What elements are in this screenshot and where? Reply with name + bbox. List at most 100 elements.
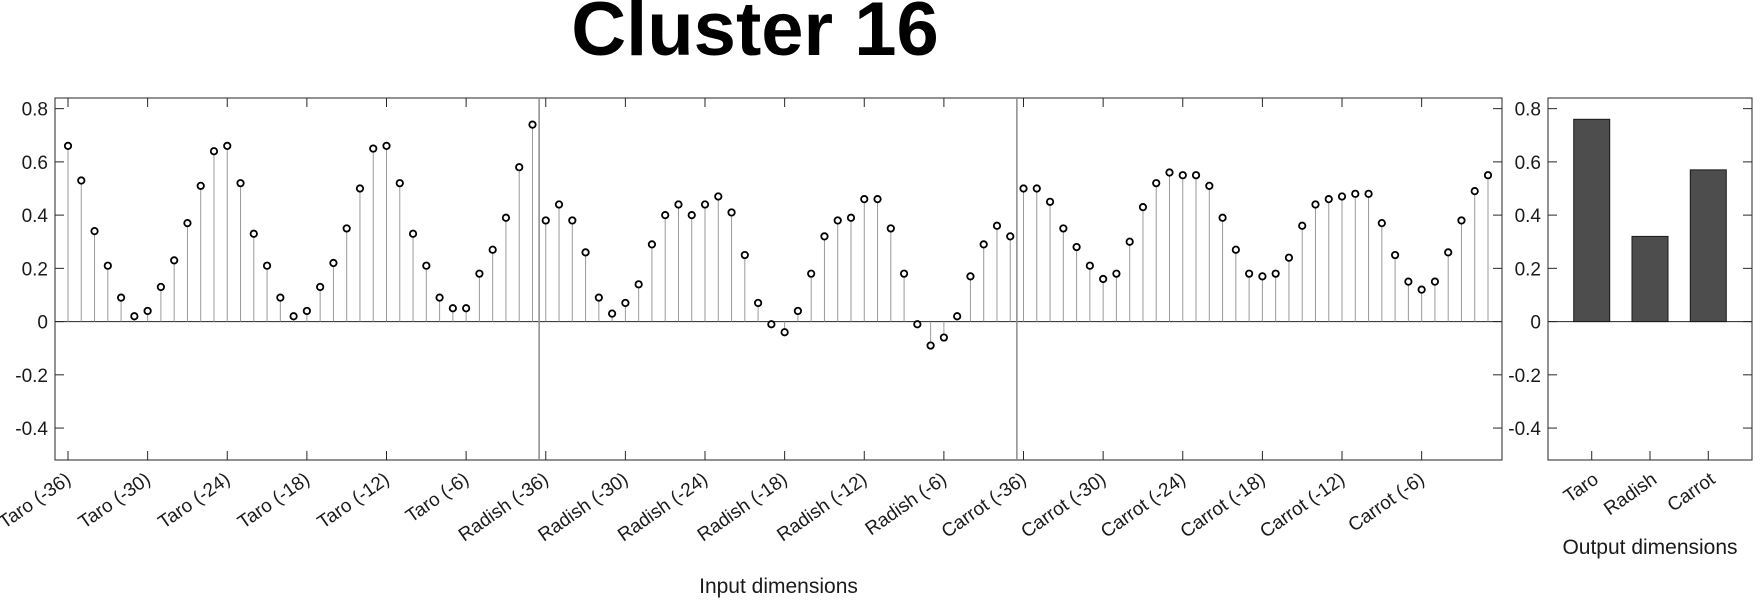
output-bar — [1689, 169, 1727, 323]
stem-ytick-label: 0 — [37, 313, 48, 334]
stem-marker — [435, 293, 444, 302]
stem-xtick-label: Taro (-6) — [402, 469, 473, 527]
stem-marker — [342, 224, 351, 233]
stem-marker — [581, 248, 590, 257]
stem-marker — [647, 240, 657, 249]
stem-ytick-label: 0.2 — [22, 259, 48, 280]
stem-marker — [1125, 237, 1134, 246]
stem-marker — [1324, 195, 1333, 204]
stem-marker — [1444, 248, 1453, 257]
stem-marker — [528, 120, 537, 129]
stem-marker — [183, 219, 192, 228]
stem-marker — [873, 195, 882, 204]
stem-marker — [1457, 216, 1466, 225]
stem-marker — [316, 282, 325, 292]
bar-ytick-label: 0 — [1530, 313, 1541, 334]
bar-ytick-label: 0.4 — [1515, 206, 1542, 227]
stem-marker — [953, 312, 962, 321]
stem-marker — [608, 309, 617, 318]
stem-marker — [594, 293, 603, 302]
stem-xtick-label: Radish (-6) — [862, 469, 951, 540]
stem-marker — [130, 312, 139, 321]
stem-ytick-label: -0.2 — [15, 366, 48, 387]
stem-ytick-label: -0.4 — [15, 419, 48, 440]
stem-marker — [103, 261, 112, 270]
stem-marker — [568, 216, 577, 225]
stem-marker — [1245, 269, 1254, 278]
stem-marker — [1152, 179, 1161, 188]
stem-marker — [740, 250, 749, 260]
stem-marker — [913, 320, 922, 329]
stem-marker — [780, 328, 789, 337]
stem-marker — [170, 256, 179, 265]
stem-marker — [992, 221, 1002, 230]
stem-marker — [1430, 277, 1440, 286]
stem-marker — [1258, 272, 1267, 281]
stem-marker — [408, 229, 418, 238]
bar-xtick-label: Radish — [1600, 469, 1661, 520]
stem-marker — [1006, 232, 1015, 241]
stem-marker — [1112, 269, 1121, 278]
stem-xtick-label: Carrot (-12) — [1256, 469, 1348, 543]
stem-marker — [249, 229, 258, 238]
stem-marker — [1298, 221, 1307, 230]
stem-axes-box — [54, 97, 1503, 461]
stem-marker — [621, 298, 630, 308]
bar-ytick-label: 0.8 — [1515, 100, 1541, 121]
stem-marker — [116, 293, 126, 302]
output-bar — [1631, 235, 1669, 323]
stem-marker — [1364, 189, 1373, 198]
stem-marker — [554, 200, 564, 209]
stem-marker — [236, 179, 245, 188]
stem-xtick-label: Carrot (-6) — [1345, 469, 1429, 536]
stem-marker — [979, 240, 988, 249]
stem-marker — [886, 224, 895, 233]
stem-marker — [1032, 184, 1041, 193]
chart-title: Cluster 16 — [571, 0, 939, 72]
stem-marker — [1099, 274, 1108, 284]
stem-xtick-label: Radish (-12) — [773, 469, 871, 546]
stem-ytick-label: 0.4 — [22, 206, 49, 227]
stem-xtick-label: Taro (-18) — [234, 469, 314, 533]
stem-marker — [1138, 203, 1148, 212]
stem-marker — [196, 181, 205, 190]
stem-marker — [1178, 171, 1187, 180]
bar-xtick-label: Carrot — [1664, 468, 1720, 516]
stem-marker — [1019, 184, 1028, 193]
stem-marker — [1337, 192, 1347, 201]
stem-xtick-label: Taro (-30) — [75, 469, 155, 533]
stem-marker — [767, 320, 776, 329]
bar-ytick-label: 0.6 — [1515, 153, 1541, 174]
stem-marker — [63, 141, 73, 151]
stem-marker — [1231, 245, 1240, 254]
stem-xtick-label: Carrot (-24) — [1097, 469, 1189, 543]
stem-marker — [1045, 197, 1055, 206]
stem-marker — [661, 211, 670, 220]
stem-marker — [1191, 171, 1201, 180]
stem-xtick-label: Taro (-36) — [0, 469, 75, 533]
stem-marker — [1284, 253, 1294, 262]
stem-marker — [820, 232, 829, 241]
stem-marker — [926, 341, 935, 350]
bar-ytick-label: -0.2 — [1508, 366, 1541, 387]
stem-marker — [223, 141, 232, 151]
stem-marker — [899, 269, 909, 278]
bar-ytick-label: -0.4 — [1508, 419, 1541, 440]
stem-marker — [475, 269, 484, 278]
stem-marker — [966, 272, 975, 281]
stem-marker — [1205, 181, 1214, 190]
stem-marker — [515, 163, 524, 172]
stem-marker — [714, 192, 723, 201]
stem-xtick-label: Carrot (-18) — [1177, 469, 1269, 543]
stem-marker — [422, 261, 431, 270]
stem-ytick-label: 0.6 — [22, 153, 48, 174]
stem-marker — [156, 282, 165, 292]
stem-marker — [395, 179, 404, 188]
stem-ytick-label: 0.8 — [22, 100, 48, 121]
stem-marker — [687, 211, 696, 220]
stem-marker — [939, 333, 948, 342]
stem-marker — [369, 144, 378, 153]
stem-marker — [541, 216, 550, 225]
stem-marker — [1417, 285, 1426, 294]
